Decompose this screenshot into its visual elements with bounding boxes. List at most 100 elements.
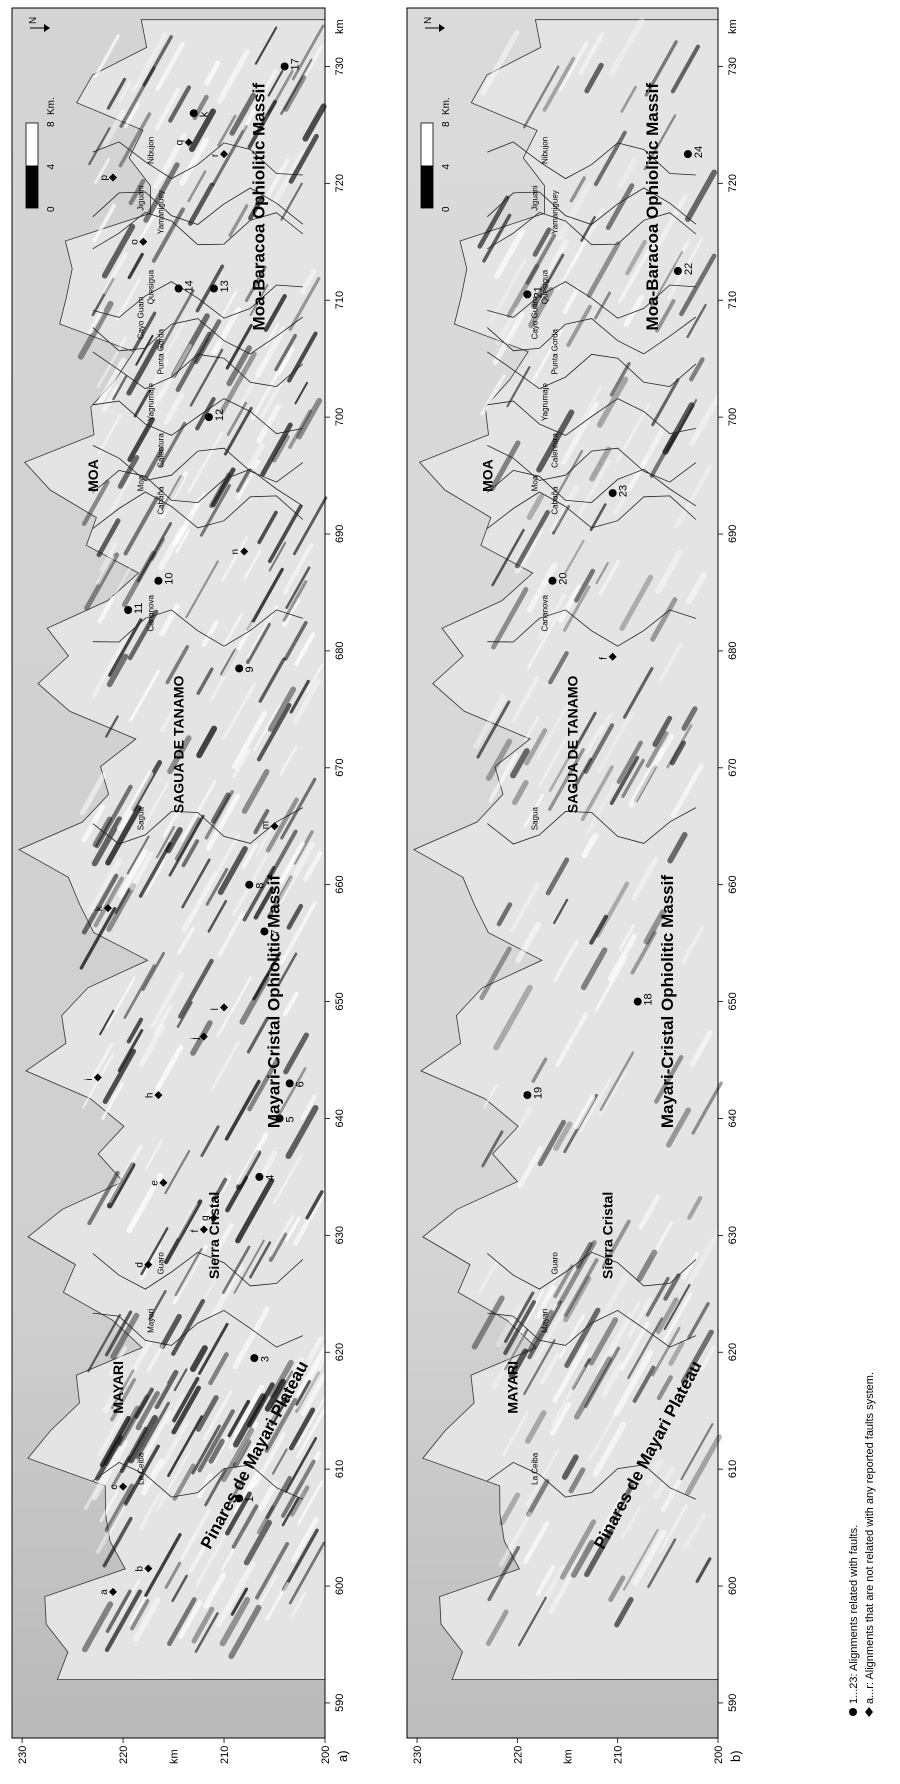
relief-streak [537,1119,566,1167]
river-line [487,398,696,436]
relief-streak [479,379,502,416]
relief-streak [257,510,278,545]
relief-streak [126,835,150,875]
other-alignment-label: o [129,239,140,245]
relief-streak [205,867,229,906]
fault-alignment-point [608,489,617,498]
relief-streak [535,1564,556,1596]
relief-streak [188,108,216,152]
legend-other-text: a...r: Alignments that are not related w… [864,1372,876,1704]
relief-streak [99,541,118,572]
relief-streak [256,1505,275,1535]
relief-streak [81,873,119,935]
relief-streak [296,1337,332,1397]
other-alignment-label: i [84,1078,95,1080]
relief-streak [227,1399,251,1438]
other-alignment-point [144,1564,153,1573]
relief-streak [523,715,540,742]
relief-streak [98,1412,125,1456]
other-alignment-point [144,1260,153,1269]
relief-streak [654,1054,684,1104]
fault-alignment-label: 17 [290,58,302,70]
relief-streak [576,459,611,519]
relief-streak [687,1196,703,1220]
relief-streak [259,1404,282,1443]
other-alignment-label: j [190,1037,201,1040]
relief-streak [235,459,261,500]
relief-streak [566,304,592,347]
fault-alignment-label: k [199,111,211,117]
relief-streak [140,1458,164,1496]
relief-streak [663,1273,681,1301]
river-label: Yamaniguey [550,190,559,234]
relief-streak [255,326,287,378]
fault-alignment-label: 9 [244,666,256,672]
relief-streak [527,1309,554,1353]
relief-streak [171,1298,206,1356]
relief-streak [575,1241,593,1269]
other-alignment-point [270,822,279,831]
relief-streak [291,1335,326,1394]
relief-streak [557,238,588,291]
relief-streak [649,194,688,259]
other-alignment-point [103,904,112,913]
relief-streak [666,1107,691,1148]
relief-streak [82,1601,114,1653]
relief-streak [215,1561,256,1628]
relief-streak [525,1448,560,1508]
relief-streak [550,485,580,532]
relief-streak [194,319,222,365]
northing-tick-label: 210 [219,1746,231,1764]
relief-streak [496,1304,523,1347]
relief-streak [132,311,157,352]
relief-streak [157,343,192,402]
relief-streak [115,278,141,321]
relief-streak [203,1390,233,1441]
river-line [487,609,697,647]
relief-streak [91,816,123,867]
relief-streak [249,1241,272,1279]
relief-streak [681,1252,699,1280]
relief-streak [207,899,228,933]
relief-streak [510,748,530,779]
river-line [92,609,303,647]
relief-streak [680,1423,714,1481]
relief-streak [281,1459,316,1518]
river-line [92,141,303,180]
fault-alignment-label: 1 [244,1496,256,1502]
relief-streak [99,1490,119,1523]
relief-streak [267,875,294,919]
relief-streak [598,1069,628,1117]
relief-streak [190,1345,208,1372]
relief-streak [281,597,301,627]
relief-streak [92,1439,129,1501]
river-label: Cayo Guam [136,296,145,339]
relief-streak [171,1385,202,1435]
relief-streak [142,858,166,895]
relief-streak [252,158,290,221]
relief-streak [666,724,693,769]
easting-tick-label: 620 [334,1343,346,1361]
relief-streak [145,1139,163,1170]
relief-streak [651,378,680,427]
other-alignment-label: g [200,1215,211,1221]
relief-streak [217,911,245,957]
relief-texture [471,17,724,1647]
relief-streak [473,694,507,750]
fault-alignment-label: 6 [295,1081,307,1087]
relief-streak [94,157,111,184]
relief-streak [139,1244,162,1281]
relief-streak [187,182,215,226]
relief-streak [233,1384,265,1436]
relief-streak [589,914,609,945]
fault-alignment-point [154,576,163,585]
other-alignment-label: p [99,174,110,180]
other-alignment-label: d [134,1262,145,1268]
relief-streak [553,939,579,982]
relief-streak [564,539,585,574]
relief-streak [241,843,258,869]
relief-streak [127,609,159,661]
relief-streak [530,329,563,385]
relief-streak [660,1479,682,1512]
region-label: MOA [85,459,101,492]
